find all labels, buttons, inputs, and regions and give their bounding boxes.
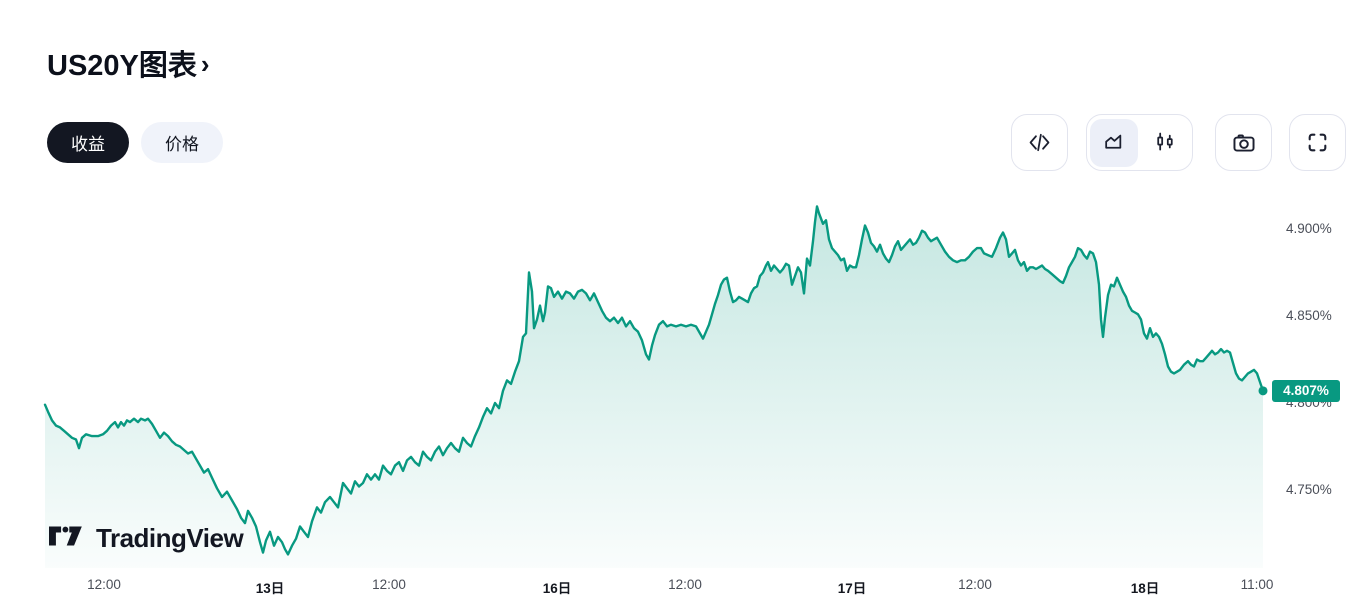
chevron-right-icon: ›	[200, 48, 210, 79]
candles-icon	[1153, 130, 1178, 155]
code-embed-button[interactable]	[1011, 114, 1068, 171]
tab-yield[interactable]: 收益	[47, 122, 129, 163]
y-axis-label: 4.850%	[1286, 308, 1332, 323]
area-chart-type-button[interactable]	[1090, 118, 1138, 167]
x-axis-label: 12:00	[668, 577, 702, 592]
camera-icon	[1231, 130, 1257, 156]
tradingview-logo-text: TradingView	[96, 523, 244, 553]
x-axis-label: 16日	[542, 581, 572, 596]
candles-chart-type-button[interactable]	[1141, 119, 1189, 167]
x-axis-label: 13日	[255, 581, 285, 596]
chart-type-group	[1086, 114, 1193, 171]
x-axis-label: 12:00	[87, 577, 121, 592]
mode-toggle: 收益 价格	[47, 122, 223, 163]
fullscreen-icon	[1305, 130, 1330, 155]
tab-price[interactable]: 价格	[141, 122, 223, 163]
screenshot-button[interactable]	[1215, 114, 1272, 171]
x-axis-label: 18日	[1130, 581, 1160, 596]
fullscreen-button[interactable]	[1289, 114, 1346, 171]
x-axis-label: 12:00	[372, 577, 406, 592]
x-axis-label: 12:00	[958, 577, 992, 592]
tradingview-logo[interactable]: TradingView	[49, 523, 244, 554]
tradingview-logo-mark	[49, 523, 87, 554]
y-axis-label: 4.750%	[1286, 482, 1332, 497]
page-title-text: US20Y图表	[47, 50, 197, 82]
page-title[interactable]: US20Y图表 ›	[47, 42, 210, 84]
x-axis-label: 17日	[837, 581, 867, 596]
code-icon	[1027, 130, 1052, 155]
last-price-badge: 4.807%	[1272, 379, 1340, 402]
x-axis-label: 11:00	[1240, 577, 1274, 592]
area-chart-icon	[1102, 130, 1127, 155]
y-axis-label: 4.900%	[1286, 221, 1332, 236]
